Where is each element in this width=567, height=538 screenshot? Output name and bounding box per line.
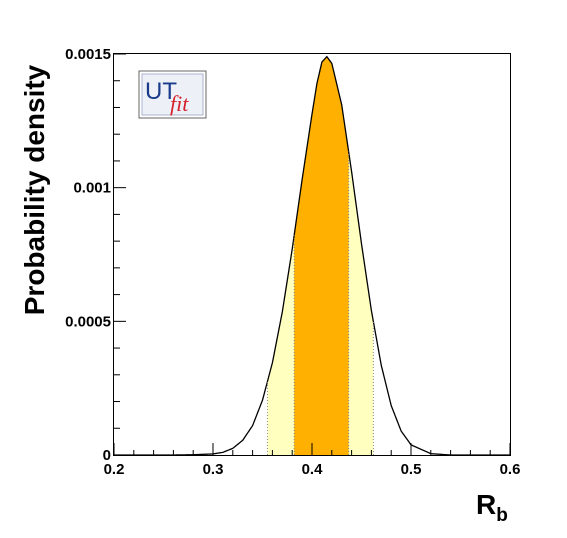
density-curve bbox=[114, 55, 510, 456]
logo-fit-text: fit bbox=[170, 91, 189, 116]
y-axis-ticks bbox=[114, 53, 126, 456]
x-axis-ticks bbox=[113, 443, 511, 455]
band-edge-lines bbox=[266, 151, 374, 455]
y-tick-label: 0.001 bbox=[73, 180, 111, 197]
x-axis-title-main: R bbox=[476, 489, 496, 520]
credibility-bands bbox=[267, 56, 374, 456]
band-68pct bbox=[294, 56, 349, 456]
x-tick-label: 0.2 bbox=[104, 461, 125, 478]
x-tick-label: 0.3 bbox=[203, 461, 224, 478]
x-tick-label: 0.6 bbox=[500, 461, 521, 478]
y-axis-tick-labels: 0 0.0005 0.001 0.0015 bbox=[65, 46, 111, 464]
x-tick-label: 0.5 bbox=[401, 461, 422, 478]
utfit-logo: UT fit bbox=[138, 70, 207, 119]
y-tick-label: 0.0005 bbox=[65, 313, 111, 330]
x-axis-title: Rb bbox=[476, 489, 508, 526]
y-axis-title: Probability density bbox=[19, 64, 50, 315]
x-tick-label: 0.4 bbox=[302, 461, 324, 478]
x-axis-tick-labels: 0.2 0.3 0.4 0.5 0.6 bbox=[104, 461, 521, 478]
logo-ut-text: UT bbox=[145, 78, 177, 105]
x-axis-title-subscript: b bbox=[496, 505, 508, 526]
y-tick-label: 0.0015 bbox=[65, 46, 111, 63]
y-tick-label: 0 bbox=[103, 447, 111, 464]
plot-frame bbox=[113, 53, 511, 456]
